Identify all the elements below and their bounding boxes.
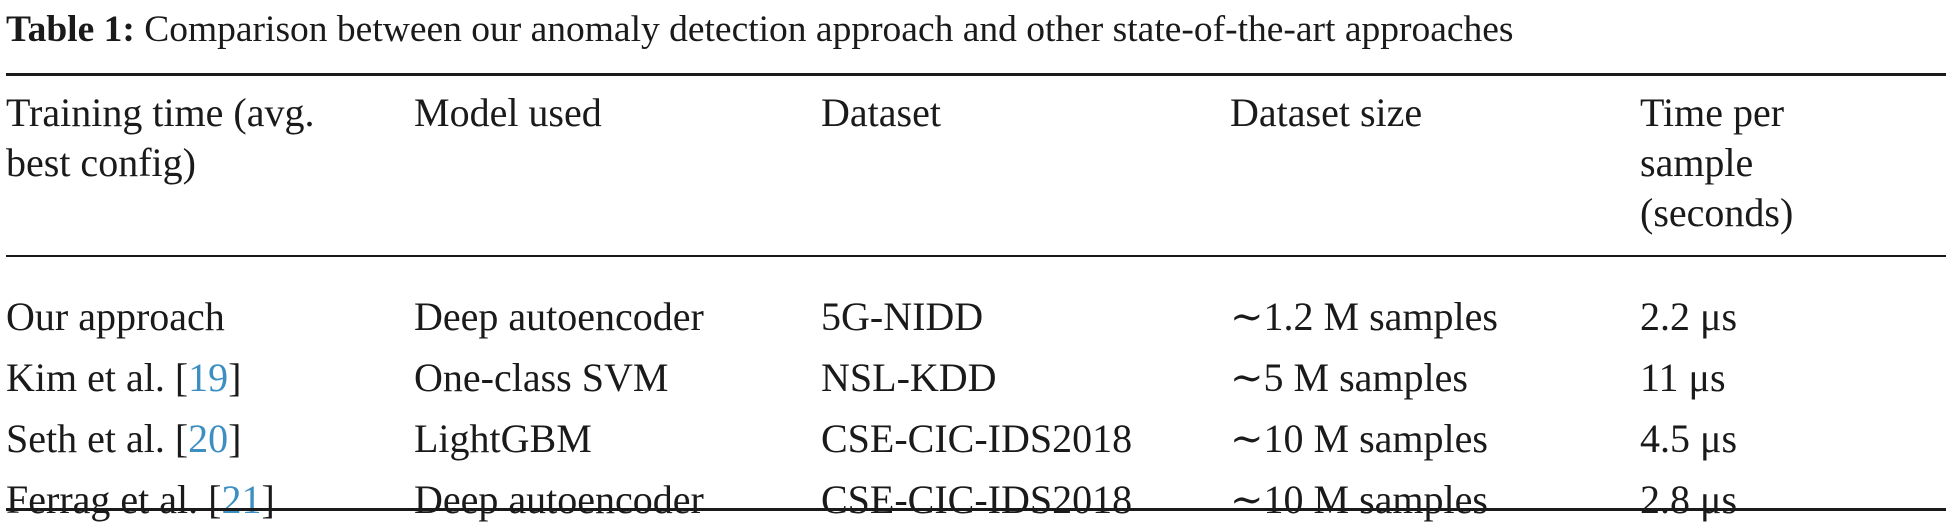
table-top-rule <box>6 73 1946 76</box>
header-model-used: Model used <box>414 88 602 138</box>
row-approach-cell: Our approach <box>6 292 225 342</box>
header-line: Time per <box>1640 90 1785 135</box>
row-model-cell: LightGBM <box>414 416 592 461</box>
header-line: Dataset <box>821 90 941 135</box>
row-approach-cell: Ferrag et al. [21] <box>6 475 275 525</box>
approach-name: Seth et al. [ <box>6 416 189 461</box>
row-time-cell: 4.5 μs <box>1640 416 1738 461</box>
row-dataset-cell: CSE-CIC-IDS2018 <box>821 416 1133 461</box>
header-line: Dataset size <box>1230 90 1423 135</box>
header-training-time: Training time (avg. best config) <box>6 88 315 188</box>
citation-bracket: ] <box>228 355 242 400</box>
row-model-cell: One-class SVM <box>414 355 669 400</box>
header-time-per-sample: Time per sample (seconds) <box>1640 88 1793 238</box>
approach-name: Our approach <box>6 294 225 339</box>
table-caption-text: Comparison between our anomaly detection… <box>144 9 1514 50</box>
header-line: best config) <box>6 140 196 185</box>
header-line: Training time (avg. <box>6 90 315 135</box>
header-line: (seconds) <box>1640 190 1794 235</box>
header-line: sample <box>1640 140 1754 185</box>
table-header-rule <box>6 255 1946 257</box>
header-dataset: Dataset <box>821 88 941 138</box>
approach-name: Ferrag et al. [ <box>6 477 222 522</box>
row-size-cell: ∼10 M samples <box>1230 416 1488 461</box>
row-time-cell: 11 μs <box>1640 355 1726 400</box>
citation-link[interactable]: 19 <box>188 355 229 400</box>
approach-name: Kim et al. [ <box>6 355 189 400</box>
table-caption-label: Table 1: <box>6 9 135 50</box>
table-bottom-rule <box>6 508 1946 511</box>
citation-link[interactable]: 20 <box>188 416 229 461</box>
row-time-cell: 2.8 μs <box>1640 477 1738 522</box>
row-model-cell: Deep autoencoder <box>414 294 704 339</box>
table-caption: Table 1: Comparison between our anomaly … <box>6 2 1950 58</box>
row-approach-cell: Kim et al. [19] <box>6 353 242 403</box>
row-dataset-cell: 5G-NIDD <box>821 294 984 339</box>
row-dataset-cell: NSL-KDD <box>821 355 997 400</box>
row-size-cell: ∼5 M samples <box>1230 355 1468 400</box>
citation-bracket: ] <box>228 416 242 461</box>
header-dataset-size: Dataset size <box>1230 88 1422 138</box>
citation-link[interactable]: 21 <box>221 477 262 522</box>
row-time-cell: 2.2 μs <box>1640 294 1738 339</box>
header-line: Model used <box>414 90 602 135</box>
row-approach-cell: Seth et al. [20] <box>6 414 242 464</box>
row-size-cell: ∼10 M samples <box>1230 477 1488 522</box>
citation-bracket: ] <box>261 477 275 522</box>
row-model-cell: Deep autoencoder <box>414 477 704 522</box>
row-size-cell: ∼1.2 M samples <box>1230 294 1498 339</box>
row-dataset-cell: CSE-CIC-IDS2018 <box>821 477 1133 522</box>
